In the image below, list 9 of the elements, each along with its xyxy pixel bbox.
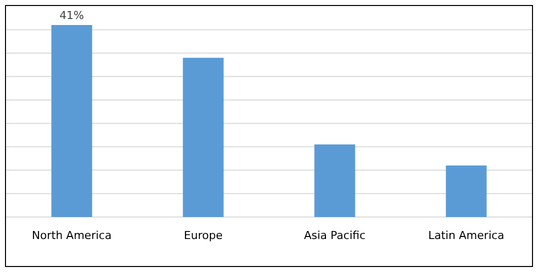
bar xyxy=(182,58,224,217)
bar xyxy=(446,165,487,217)
x-tick-label: Asia Pacific xyxy=(304,229,366,242)
bar xyxy=(314,144,356,217)
x-tick-label: North America xyxy=(32,229,112,242)
x-tick-label: Latin America xyxy=(428,229,504,242)
bar xyxy=(51,25,92,217)
x-tick-label: Europe xyxy=(184,229,223,242)
data-label: 41% xyxy=(60,9,84,22)
